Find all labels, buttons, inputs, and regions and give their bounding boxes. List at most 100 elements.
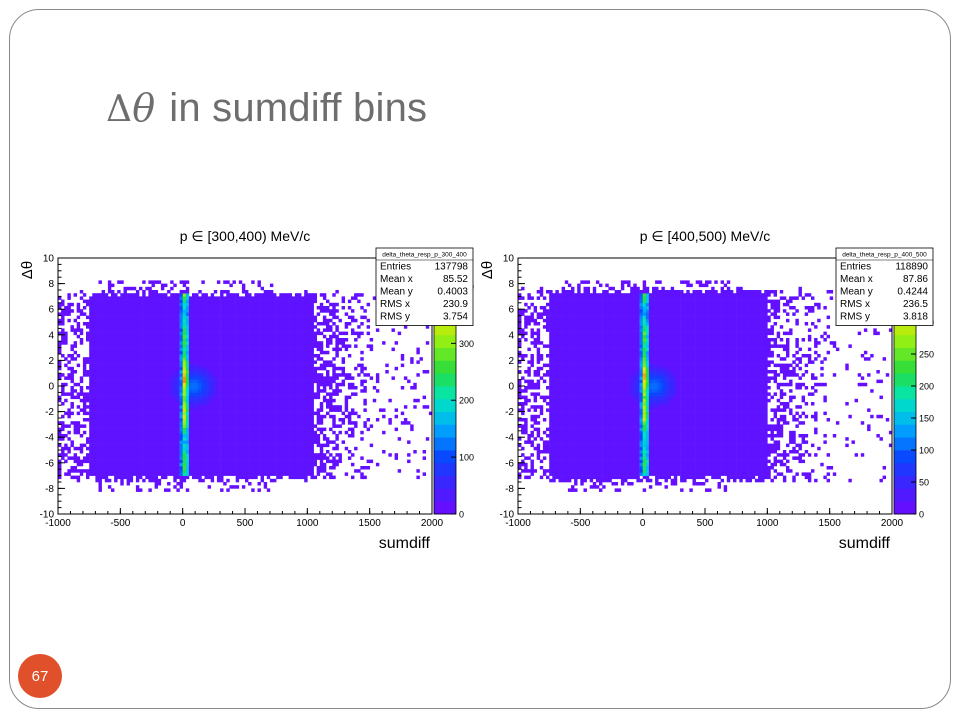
heatmap-cell (98, 424, 102, 428)
heatmap-cell (58, 466, 62, 470)
heatmap-cell (145, 286, 149, 291)
heatmap-cell (148, 456, 152, 460)
heatmap-cell (179, 389, 184, 393)
heatmap-cell (148, 309, 152, 313)
heatmap-cell (151, 402, 155, 406)
heatmap-cell (98, 392, 102, 396)
heatmap-cell (269, 379, 274, 384)
heatmap-cell (207, 370, 212, 374)
heatmap-cell (89, 360, 93, 364)
heatmap-cell (195, 427, 199, 432)
heatmap-cell (92, 450, 96, 454)
heatmap-cell (260, 453, 265, 457)
heatmap-cell (269, 395, 274, 400)
heatmap-cell (241, 485, 246, 489)
heatmap-cell (145, 459, 149, 464)
heatmap-cell (251, 440, 255, 444)
heatmap-cell (245, 293, 249, 297)
heatmap-cells (58, 280, 433, 492)
heatmap-cell (135, 475, 140, 480)
heatmap-cell (179, 331, 184, 336)
heatmap-cell (139, 309, 143, 313)
heatmap-cell (316, 389, 321, 393)
heatmap-cell (223, 280, 227, 284)
heatmap-cell (117, 357, 121, 361)
heatmap-cell (226, 450, 230, 454)
heatmap-cell (304, 344, 308, 348)
heatmap-cell (182, 405, 187, 409)
heatmap-cell (391, 376, 395, 380)
heatmap-cell (61, 456, 65, 460)
heatmap-cell (332, 379, 336, 384)
heatmap-cell (201, 350, 205, 355)
heatmap-cell (95, 392, 99, 396)
heatmap-cell (282, 341, 286, 345)
heatmap-cell (351, 331, 355, 336)
heatmap-cell (269, 472, 274, 476)
heatmap-cell (226, 478, 230, 483)
heatmap-cell (70, 370, 74, 374)
heatmap-cell (241, 322, 246, 326)
heatmap-cell (291, 309, 296, 313)
heatmap-cell (145, 379, 149, 384)
heatmap-cell (294, 331, 299, 336)
heatmap-cell (167, 296, 171, 300)
heatmap-cell (257, 299, 261, 304)
heatmap-cell (167, 290, 171, 294)
heatmap-cell (160, 386, 165, 390)
heatmap-cell (291, 418, 296, 422)
heatmap-cell (182, 453, 187, 457)
heatmap-cell (70, 395, 74, 400)
heatmap-cell (216, 354, 221, 358)
heatmap-cell (291, 453, 296, 457)
heatmap-cell (145, 466, 149, 470)
heatmap-cell (142, 437, 146, 441)
heatmap-cell (114, 446, 118, 451)
heatmap-cell (142, 366, 146, 371)
heatmap-cell (92, 347, 96, 352)
heatmap-cell (369, 347, 374, 352)
heatmap-cell (145, 341, 149, 345)
heatmap-cell (301, 322, 305, 326)
heatmap-cell (173, 421, 177, 425)
heatmap-cell (357, 293, 361, 297)
heatmap-cell (241, 459, 246, 464)
heatmap-cell (263, 347, 268, 352)
heatmap-cell (332, 376, 336, 380)
heatmap-cell (198, 331, 202, 336)
heatmap-cell (89, 341, 93, 345)
heatmap-cell (173, 475, 177, 480)
heatmap-cell (254, 357, 258, 361)
heatmap-cell (260, 363, 265, 368)
heatmap-cell (226, 315, 230, 320)
heatmap-cell (254, 469, 258, 473)
heatmap-cell (117, 379, 121, 384)
heatmap-cell (223, 443, 227, 448)
heatmap-cell (176, 370, 180, 374)
heatmap-cell (232, 437, 236, 441)
heatmap-cell (229, 338, 233, 342)
heatmap-cell (192, 475, 196, 480)
heatmap-cell (135, 370, 140, 374)
heatmap-cell (226, 354, 230, 358)
heatmap-cell (129, 446, 134, 451)
heatmap-cell (160, 325, 165, 329)
heatmap-cell (313, 325, 318, 329)
heatmap-cell (176, 411, 180, 416)
heatmap-cell (111, 382, 115, 387)
heatmap-cell (273, 338, 277, 342)
heatmap-cell (76, 475, 81, 480)
heatmap-cell (154, 350, 159, 355)
heatmap-cell (304, 414, 308, 419)
heatmap-cell (167, 459, 171, 464)
heatmap-cell (220, 411, 224, 416)
heatmap-cell (157, 386, 162, 390)
heatmap-cell (82, 373, 87, 377)
heatmap-cell (313, 360, 318, 364)
heatmap-cell (126, 350, 131, 355)
heatmap-cell (111, 354, 115, 358)
heatmap-cell (254, 325, 258, 329)
heatmap-cell (266, 392, 271, 396)
heatmap-cell (220, 466, 224, 470)
heatmap-cell (145, 318, 149, 323)
